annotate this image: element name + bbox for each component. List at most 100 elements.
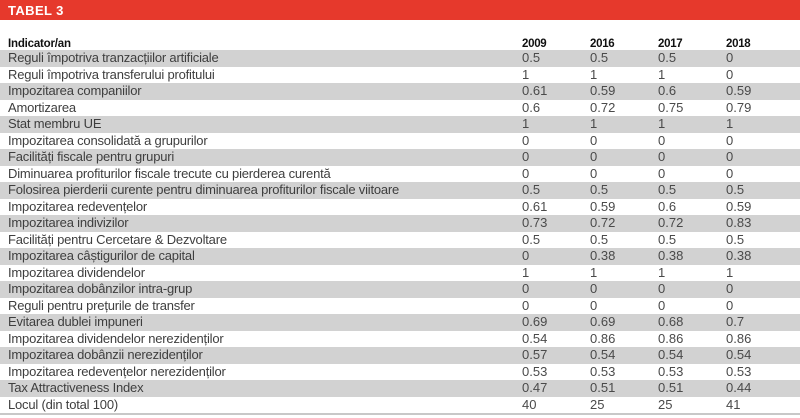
column-header-year-2016: 2016 (590, 38, 615, 50)
row-value: 0 (522, 281, 530, 296)
row-value: 0 (726, 132, 734, 148)
row-value: 0.51 (658, 380, 684, 395)
row-value: 0.72 (590, 215, 616, 230)
row-value: 0.5 (658, 231, 677, 247)
row-value: 0.5 (522, 50, 541, 65)
row-value: 0 (658, 281, 666, 296)
table-row: Amortizarea 0.6 0.72 0.75 0.79 (0, 100, 800, 117)
table-title: TABEL 3 (8, 2, 64, 18)
row-indicator-label: Locul (din total 100) (8, 396, 118, 412)
row-value: 0.5 (726, 231, 745, 247)
table-row: Diminuarea profiturilor fiscale trecute … (0, 166, 800, 183)
table-row: Stat membru UE 1 1 1 1 (0, 116, 800, 133)
row-indicator-label: Reguli împotriva transferului profitului (8, 66, 215, 82)
row-value: 1 (522, 116, 530, 131)
table-row: Locul (din total 100) 40 25 25 41 (0, 397, 800, 414)
row-value: 0.57 (522, 347, 548, 362)
row-indicator-label: Impozitarea redevențelor (8, 198, 147, 214)
row-value: 0.59 (726, 83, 752, 98)
row-value: 0.72 (590, 99, 616, 115)
row-value: 0.54 (522, 330, 548, 346)
row-value: 0.54 (590, 347, 616, 362)
row-value: 0.68 (658, 314, 684, 329)
row-value: 0.38 (726, 248, 752, 263)
row-value: 0.5 (522, 182, 541, 197)
row-indicator-label: Impozitarea redevențelor nerezidenților (8, 363, 226, 379)
row-value: 0 (726, 165, 734, 181)
row-indicator-label: Facilități pentru Cercetare & Dezvoltare (8, 231, 227, 247)
table-header-row: Indicator/an 2009 2016 2017 2018 (0, 34, 800, 50)
row-value: 0 (590, 297, 598, 313)
row-value: 0.86 (726, 330, 752, 346)
table-row: Reguli împotriva transferului profitului… (0, 67, 800, 84)
row-value: 1 (658, 116, 666, 131)
row-indicator-label: Impozitarea consolidată a grupurilor (8, 132, 208, 148)
row-value: 0.61 (522, 198, 548, 214)
table-row: Tax Attractiveness Index 0.47 0.51 0.51 0.44 (0, 380, 800, 397)
table-row: Impozitarea consolidată a grupurilor 0 0 0 0 (0, 133, 800, 150)
row-value: 0.86 (590, 330, 616, 346)
row-value: 25 (658, 396, 673, 412)
row-value: 0.6 (522, 99, 541, 115)
row-value: 0.86 (658, 330, 684, 346)
row-value: 0 (726, 281, 734, 296)
table-row: Reguli pentru prețurile de transfer 0 0 0 0 (0, 298, 800, 315)
row-value: 1 (522, 264, 530, 280)
row-value: 0.53 (658, 363, 684, 379)
row-value: 0.5 (590, 231, 609, 247)
row-value: 0 (590, 281, 598, 296)
table-row: Impozitarea dobânzii nerezidenților 0.57 0… (0, 347, 800, 364)
row-value: 0 (658, 297, 666, 313)
row-value: 0 (658, 132, 666, 148)
row-value: 1 (658, 264, 666, 280)
row-indicator-label: Impozitarea câștigurilor de capital (8, 248, 195, 263)
row-value: 0 (726, 50, 734, 65)
row-value: 0.72 (658, 215, 684, 230)
row-indicator-label: Impozitarea dobânzii nerezidenților (8, 347, 203, 362)
table-body: Reguli împotriva tranzacțiilor artificia… (0, 50, 800, 413)
row-value: 0 (590, 132, 598, 148)
row-value: 1 (522, 66, 530, 82)
column-header-year-2017: 2017 (658, 38, 683, 50)
table-bottom-border (0, 413, 800, 415)
row-value: 0.6 (658, 83, 677, 98)
table-row: Evitarea dublei impuneri 0.69 0.69 0.68 0.7 (0, 314, 800, 331)
row-indicator-label: Impozitarea indivizilor (8, 215, 129, 230)
row-indicator-label: Impozitarea dobânzilor intra-grup (8, 281, 193, 296)
row-value: 41 (726, 396, 741, 412)
row-value: 0.5 (590, 50, 609, 65)
row-value: 1 (726, 264, 734, 280)
row-indicator-label: Tax Attractiveness Index (8, 380, 144, 395)
row-indicator-label: Impozitarea dividendelor nerezidenților (8, 330, 224, 346)
row-value: 0.5 (522, 231, 541, 247)
row-value: 0.75 (658, 99, 684, 115)
table-row: Impozitarea dobânzilor intra-grup 0 0 0 0 (0, 281, 800, 298)
row-value: 0.79 (726, 99, 752, 115)
row-indicator-label: Diminuarea profiturilor fiscale trecute … (8, 165, 331, 181)
row-indicator-label: Impozitarea companiilor (8, 83, 142, 98)
row-indicator-label: Facilități fiscale pentru grupuri (8, 149, 175, 164)
row-value: 0 (590, 149, 598, 164)
row-indicator-label: Reguli pentru prețurile de transfer (8, 297, 195, 313)
row-value: 0.54 (726, 347, 752, 362)
row-value: 0 (522, 149, 530, 164)
table-row: Impozitarea companiilor 0.61 0.59 0.6 0.59 (0, 83, 800, 100)
row-value: 0 (522, 248, 530, 263)
row-value: 0 (658, 149, 666, 164)
row-value: 0.69 (522, 314, 548, 329)
row-value: 0.59 (726, 198, 752, 214)
row-value: 0 (590, 165, 598, 181)
row-value: 0 (726, 149, 734, 164)
row-value: 1 (590, 66, 598, 82)
table-row: Impozitarea dividendelor nerezidenților 0… (0, 331, 800, 348)
row-value: 0.59 (590, 83, 616, 98)
table-row: Impozitarea indivizilor 0.73 0.72 0.72 0.83 (0, 215, 800, 232)
row-value: 0.69 (590, 314, 616, 329)
row-value: 0.7 (726, 314, 745, 329)
row-value: 0.54 (658, 347, 684, 362)
row-value: 0.59 (590, 198, 616, 214)
table-row: Folosirea pierderii curente pentru dimin… (0, 182, 800, 199)
row-value: 0 (522, 132, 530, 148)
row-value: 0.73 (522, 215, 548, 230)
